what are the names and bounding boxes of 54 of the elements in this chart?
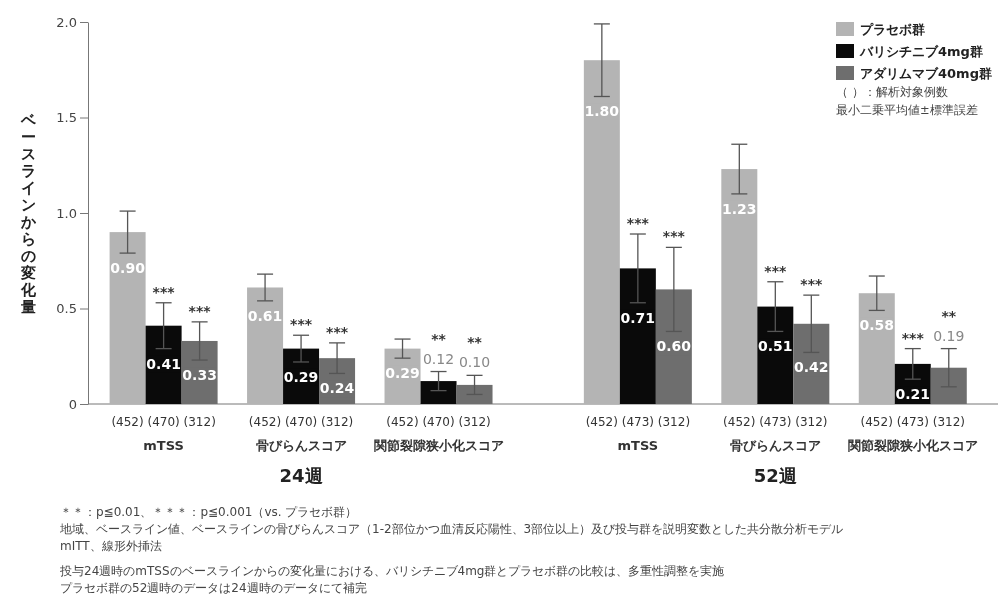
annotation: ***: [662, 228, 686, 245]
y-tick-label: 0.5: [56, 301, 77, 317]
data-label: 0.61: [247, 307, 283, 324]
text: ベースラインからの変化量: [20, 110, 36, 316]
data-label: 0.10: [458, 354, 491, 371]
text: mITT、線形外挿法: [60, 539, 162, 553]
data-label: 0.58: [859, 317, 895, 334]
x-tick-label: (452) (473) (312) mTSS: [585, 415, 691, 453]
annotation: ***: [152, 283, 176, 300]
annotation: ***: [326, 323, 349, 340]
legend-label: バリシチニブ4mg群: [859, 44, 983, 59]
data-label: 0.90: [110, 260, 146, 277]
y-tick-label: 0: [68, 396, 77, 412]
x-tick-label: (452) (473) (312) 骨びらんスコア: [723, 415, 828, 453]
text: 52週: [753, 465, 797, 486]
data-label: 1.80: [584, 103, 620, 120]
annotation: ***: [764, 262, 787, 279]
annotation: **: [467, 334, 483, 351]
x-tick-label: (452) (470) (312) 骨びらんスコア: [248, 415, 354, 453]
legend-label: アダリムマブ40mg群: [860, 66, 992, 81]
x-tick-label: (452) (470) (312) 関節裂隙狭小化スコア: [373, 415, 504, 453]
text: ＊＊：p≦0.01、＊＊＊：p≦0.001（vs. プラセボ群）: [60, 505, 358, 519]
annotation: ***: [290, 316, 313, 333]
data-label: 0.42: [794, 359, 829, 376]
text: 投与24週時のmTSSのベースラインからの変化量における、バリシチニブ4mg群とプラセボ群の比較は、多重性調整を実施: [59, 564, 725, 578]
annotation: ***: [901, 329, 925, 346]
y-tick-label: 1.0: [56, 205, 77, 221]
data-label: 0.51: [758, 338, 793, 355]
data-label: 0.71: [620, 309, 656, 326]
data-label: 0.19: [933, 327, 965, 344]
annotation: **: [431, 330, 447, 347]
data-label: 1.23: [722, 200, 757, 217]
x-tick-label: (452) (470) (312) mTSS: [111, 415, 216, 453]
annotation: **: [941, 307, 957, 324]
text: 地域、ベースライン値、ベースラインの骨びらんスコア（1-2部位かつ血清反応陽性、3部位以上）及び投与群を説明変数とした共分散分析モデル: [59, 522, 844, 536]
annotation: （ ）：解析対象例数: [836, 85, 948, 99]
data-label: 0.29: [283, 368, 319, 385]
annotation: 最小二乗平均値±標準誤差: [836, 103, 978, 117]
data-label: 0.21: [895, 386, 931, 403]
legend-label: プラセボ群: [860, 22, 925, 37]
annotation: ***: [188, 302, 212, 319]
data-label: 0.41: [146, 355, 181, 372]
data-label: 0.60: [656, 338, 692, 355]
x-tick-label: (452) (473) (312) 関節裂隙狭小化スコア: [847, 415, 978, 453]
y-tick-label: 1.5: [56, 110, 77, 126]
annotation: ***: [800, 276, 823, 293]
data-label: 0.33: [182, 367, 217, 384]
data-label: 0.29: [385, 365, 420, 382]
annotation: ***: [626, 215, 650, 232]
data-label: 0.12: [422, 350, 455, 367]
text: プラセボ群の52週時のデータは24週時のデータにて補完: [60, 581, 367, 595]
y-tick-label: 2.0: [56, 14, 77, 30]
data-label: 0.24: [319, 380, 355, 397]
text: 24週: [279, 465, 323, 486]
